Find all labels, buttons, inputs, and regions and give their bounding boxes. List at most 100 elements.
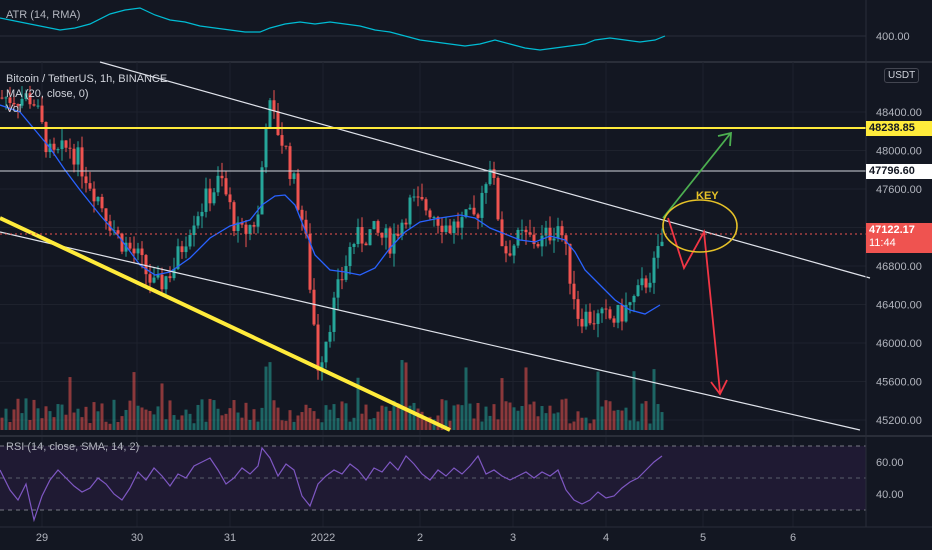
volume-bar [120,416,124,430]
volume-bar [152,414,156,430]
volume-bar [500,378,504,430]
price-tick-label: 46000.00 [876,338,922,350]
candle-body [28,93,32,105]
candle-body [76,147,80,165]
candle-body [360,227,364,244]
volume-bar [660,412,664,430]
candle-body [444,225,448,232]
volume-bar [616,409,620,430]
candle-body [588,311,592,324]
time-tick-label: 29 [36,532,48,544]
volume-bar [484,406,488,430]
volume-bar [384,406,388,430]
volume-bar [364,404,368,430]
candle-body [632,296,636,303]
candle-body [336,279,340,298]
rsi-line [0,446,663,523]
candle-body [64,140,68,148]
time-tick-label: 2022 [311,532,335,544]
price-axis[interactable]: 48400.0048000.0047600.0047200.0046800.00… [876,107,922,427]
candle-body [556,226,560,239]
candle-body [204,188,208,212]
candle-body [272,100,276,112]
volume-bar [76,408,80,430]
candle-body [52,143,56,150]
candle-body [128,242,132,249]
time-axis[interactable]: 29 30 31 2022 2 3 4 5 6 [36,532,796,544]
volume-bar [80,417,84,430]
volume-bar [348,421,352,430]
volume-bar [556,412,560,430]
volume-bar [212,400,216,430]
atr-legend[interactable]: ATR (14, RMA) [6,9,81,21]
candle-body [524,229,528,233]
volume-bar [240,417,244,430]
volume-bar [492,404,496,430]
time-tick-label: 6 [790,532,796,544]
channel-upper-line [99,61,871,279]
candle-body [660,241,664,247]
volume-bar [272,400,276,430]
volume-bar [572,421,576,430]
candle-body [532,234,536,245]
candle-body [180,246,184,253]
volume-bar [248,419,252,430]
volume-bar [332,404,336,430]
candle-body [300,209,304,220]
candle-body [120,233,124,252]
candle-body [200,211,204,217]
ma-legend[interactable]: MA (20, close, 0) [6,88,89,100]
candle-body [636,285,640,297]
volume-bar [60,404,64,430]
currency-button[interactable]: USDT [884,68,920,83]
candle-body [260,167,264,215]
candle-body [352,243,356,247]
volume-bar [564,398,568,430]
volume-bar [64,414,68,430]
volume-bar [160,383,164,430]
volume-bar [544,413,548,430]
volume-bar [136,405,140,430]
candle-body [596,313,600,324]
candle-body [644,278,648,288]
volume-bar [324,405,328,430]
candle-body [296,173,300,210]
volume-bar [252,409,256,430]
candle-body [464,209,468,218]
volume-bar [16,398,20,430]
volume-bar [188,413,192,430]
volume-bar [92,402,96,430]
volume-bar [476,402,480,430]
candle-body [656,246,660,258]
volume-bar [372,418,376,430]
rsi-legend[interactable]: RSI (14, close, SMA, 14, 2) [6,441,140,453]
time-tick-label: 31 [224,532,236,544]
candle-body [0,97,4,99]
volume-bar [528,404,532,430]
volume-bar [552,413,556,430]
volume-bar [112,399,116,430]
candle-body [400,222,404,236]
volume-bar [588,423,592,430]
candle-body [568,243,572,284]
volume-bar [644,401,648,430]
candle-body [468,207,472,210]
vol-legend[interactable]: Vol [6,103,22,115]
rsi-pane [0,445,866,523]
volume-bar [288,410,292,430]
candle-body [144,255,148,275]
candle-body [356,227,360,244]
time-tick-label: 30 [131,532,143,544]
current-price-value: 47122.17 [869,224,915,236]
volume-bar [640,403,644,430]
candle-body [340,279,344,281]
candle-body [164,276,168,290]
main-legend[interactable]: Bitcoin / TetherUS, 1h, BINANCE MA (20, … [6,72,167,117]
volume-bar [68,377,72,430]
symbol-title[interactable]: Bitcoin / TetherUS, 1h, BINANCE [6,73,168,85]
candle-body [20,98,24,106]
candle-body [96,196,100,202]
volume-bar [100,403,104,430]
time-tick-label: 4 [603,532,609,544]
